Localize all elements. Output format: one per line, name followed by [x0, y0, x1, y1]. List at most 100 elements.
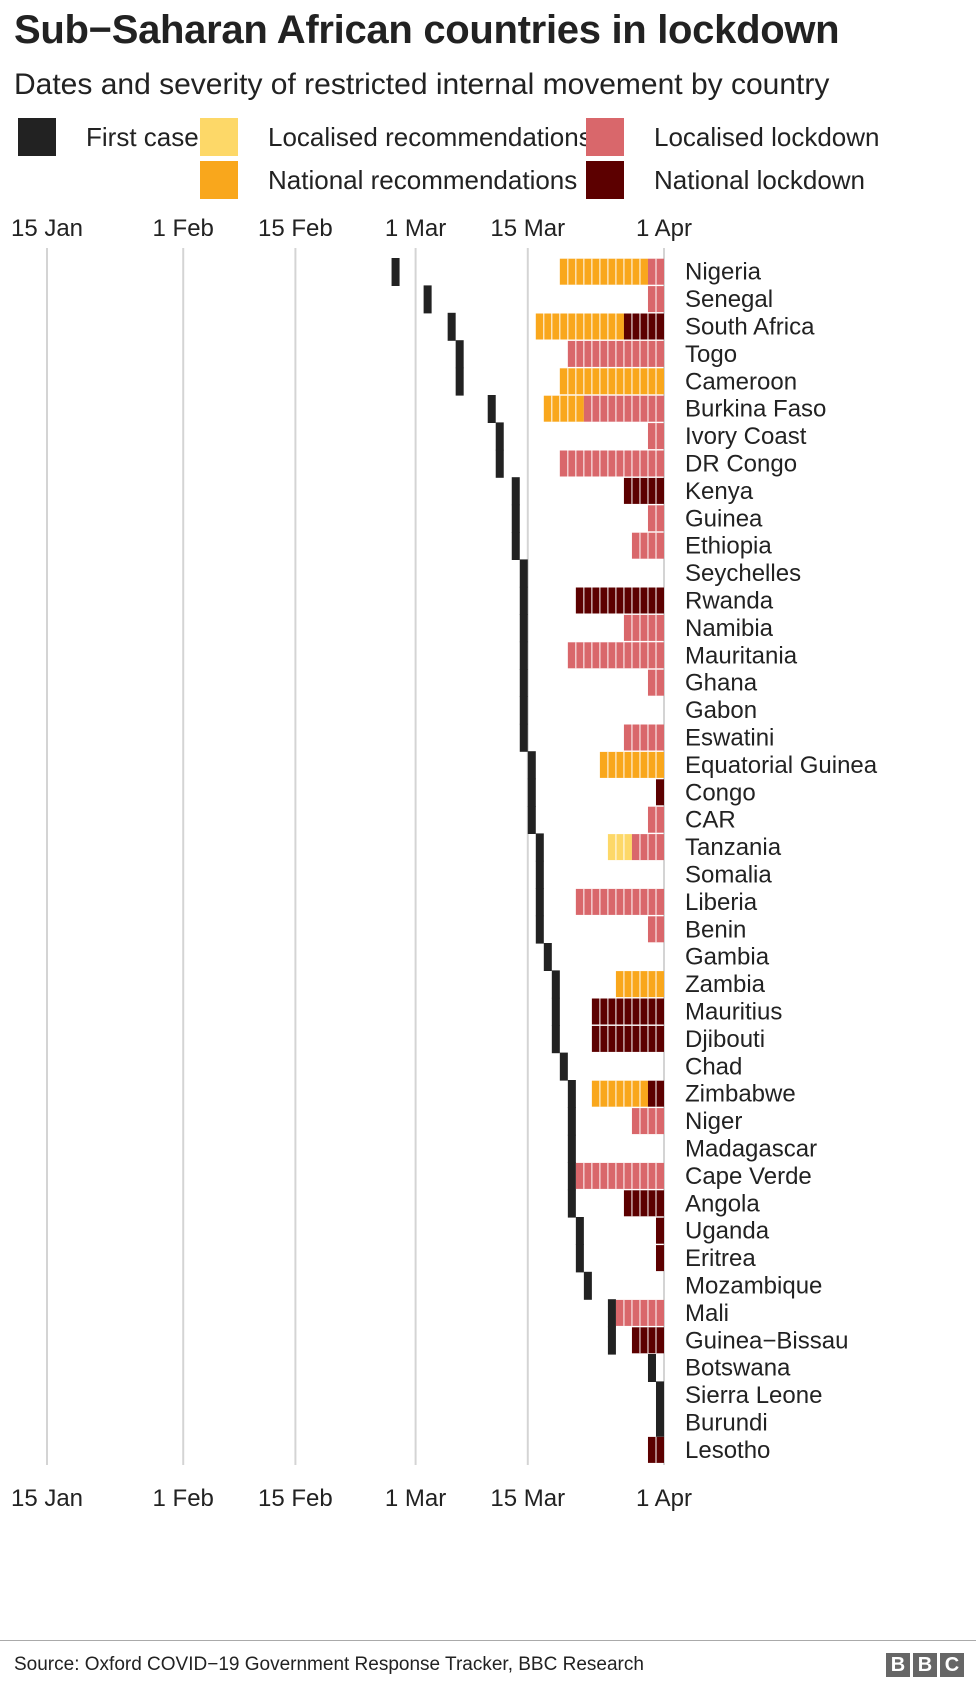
country-label: Uganda — [685, 1218, 770, 1245]
x-tick-label-top: 1 Apr — [636, 215, 692, 242]
x-tick-label-bottom: 15 Jan — [11, 1485, 83, 1512]
first-case-marker — [551, 997, 560, 1026]
legend-item-localised-recommendations: Localised recommendations — [200, 118, 592, 156]
country-label: Burundi — [685, 1410, 768, 1437]
bar-segment-nloc — [575, 587, 664, 614]
first-case-marker — [519, 723, 528, 752]
source-note: Source: Oxford COVID−19 Government Respo… — [14, 1654, 644, 1675]
first-case-marker — [455, 340, 464, 369]
bar-segment-nloc — [591, 1025, 664, 1052]
legend-item-national-recommendations: National recommendations — [200, 161, 577, 199]
first-case-marker — [511, 504, 520, 533]
legend-label-localised-recommendations: Localised recommendations — [268, 121, 592, 152]
country-label: Guinea — [685, 505, 763, 532]
country-label: Sierra Leone — [685, 1382, 822, 1409]
first-case-marker — [567, 1162, 576, 1191]
country-label: South Africa — [685, 314, 815, 341]
first-case-marker — [495, 449, 504, 478]
x-tick-label-top: 1 Feb — [153, 215, 214, 242]
country-label: Kenya — [685, 478, 754, 505]
country-label: Tanzania — [685, 834, 782, 861]
first-case-marker — [519, 586, 528, 615]
legend-swatch-first-case — [18, 118, 56, 156]
first-case-marker — [447, 312, 456, 341]
first-case-marker — [543, 943, 552, 971]
country-label: Botswana — [685, 1355, 791, 1382]
legend-swatch-localised-recommendations — [200, 118, 238, 156]
first-case-marker — [583, 1271, 592, 1300]
bar-segment-nloc — [591, 998, 664, 1025]
first-case-marker — [567, 1107, 576, 1136]
x-tick-label-bottom: 15 Mar — [490, 1485, 565, 1512]
country-label: CAR — [685, 807, 736, 834]
first-case-marker — [455, 367, 464, 396]
bar-segment-nloc — [655, 1217, 664, 1244]
country-label: Benin — [685, 916, 746, 943]
country-label: Guinea−Bissau — [685, 1327, 848, 1354]
legend-swatch-national-recommendations — [200, 161, 238, 199]
chart-title: Sub−Saharan African countries in lockdow… — [14, 8, 840, 52]
country-label: DR Congo — [685, 451, 797, 478]
footer-divider — [0, 1640, 976, 1641]
legend-label-national-recommendations: National recommendations — [268, 164, 578, 195]
bar-segment-lrec — [607, 834, 632, 861]
first-case-marker — [527, 778, 536, 807]
legend-label-national-lockdown: National lockdown — [654, 164, 866, 195]
legend-swatch-national-lockdown — [586, 161, 624, 199]
legend-label-first-case: First case — [86, 121, 199, 152]
country-label: Zimbabwe — [685, 1081, 796, 1108]
first-case-marker — [535, 833, 544, 862]
first-case-marker — [647, 1354, 656, 1382]
bar-segment-nloc — [655, 779, 664, 806]
x-tick-label-top: 15 Mar — [490, 215, 565, 242]
bbc-logo: B B C — [886, 1653, 964, 1677]
country-label: Congo — [685, 779, 756, 806]
first-case-marker — [567, 1189, 576, 1218]
country-label: Mauritius — [685, 999, 782, 1026]
first-case-marker — [519, 559, 528, 588]
country-label: Eswatini — [685, 725, 774, 752]
first-case-marker — [511, 477, 520, 506]
legend-item-national-lockdown: National lockdown — [586, 161, 865, 199]
first-case-marker — [655, 1381, 664, 1410]
bar-segment-nrec — [543, 395, 584, 422]
country-label: Mauritania — [685, 642, 798, 669]
lockdown-timeline-chart: 15 Jan 15 Jan 1 Feb 1 Feb 15 Feb 15 Feb 1 Mar 1… — [11, 215, 878, 1512]
country-label: Lesotho — [685, 1437, 770, 1464]
country-label: Madagascar — [685, 1136, 817, 1163]
country-label: Togo — [685, 341, 737, 368]
bar-segment-lloc — [559, 450, 664, 477]
country-label: Senegal — [685, 286, 773, 313]
country-label: Chad — [685, 1053, 742, 1080]
first-case-marker — [519, 669, 528, 697]
bar-segment-nrec — [559, 368, 664, 395]
first-case-marker — [567, 1134, 576, 1163]
country-label: Zambia — [685, 971, 766, 998]
bar-segment-nrec — [559, 258, 648, 285]
first-case-marker — [423, 285, 432, 314]
first-case-marker — [535, 915, 544, 944]
first-case-marker — [511, 532, 520, 560]
first-case-marker — [535, 888, 544, 917]
bar-segment-lloc — [575, 1162, 664, 1189]
x-tick-label-bottom: 1 Feb — [153, 1485, 214, 1512]
legend-item-localised-lockdown: Localised lockdown — [586, 118, 879, 156]
first-case-marker — [495, 422, 504, 451]
bar-segment-lloc — [623, 724, 664, 751]
country-label: Ghana — [685, 670, 758, 697]
country-label: Somalia — [685, 862, 772, 889]
first-case-marker — [551, 970, 560, 999]
bbc-logo-letter: C — [940, 1653, 964, 1677]
bar-segment-lloc — [575, 888, 664, 915]
x-tick-label-bottom: 1 Apr — [636, 1485, 692, 1512]
country-label: Rwanda — [685, 588, 774, 615]
bbc-logo-letter: B — [913, 1653, 937, 1677]
first-case-marker — [519, 614, 528, 643]
country-label: Angola — [685, 1190, 760, 1217]
first-case-marker — [391, 258, 400, 286]
country-label: Liberia — [685, 889, 758, 916]
bar-segment-nrec — [535, 313, 624, 340]
country-label: Mozambique — [685, 1273, 822, 1300]
x-tick-label-top: 15 Jan — [11, 215, 83, 242]
country-label: Djibouti — [685, 1026, 765, 1053]
